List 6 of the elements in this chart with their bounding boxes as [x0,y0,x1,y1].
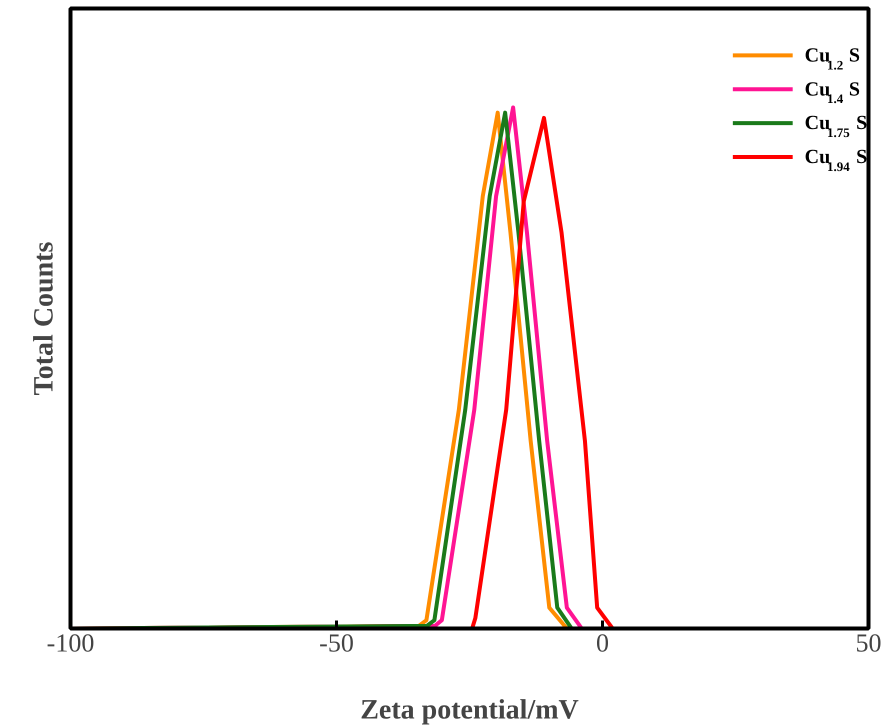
x-tick-label: 0 [596,628,609,658]
x-axis-title: Zeta potential/mV [360,694,579,726]
x-tick-label: 50 [856,628,882,658]
x-tick-label: -100 [46,628,94,658]
x-tick-label: -50 [319,628,354,658]
y-axis-title: Total Counts [28,242,60,396]
